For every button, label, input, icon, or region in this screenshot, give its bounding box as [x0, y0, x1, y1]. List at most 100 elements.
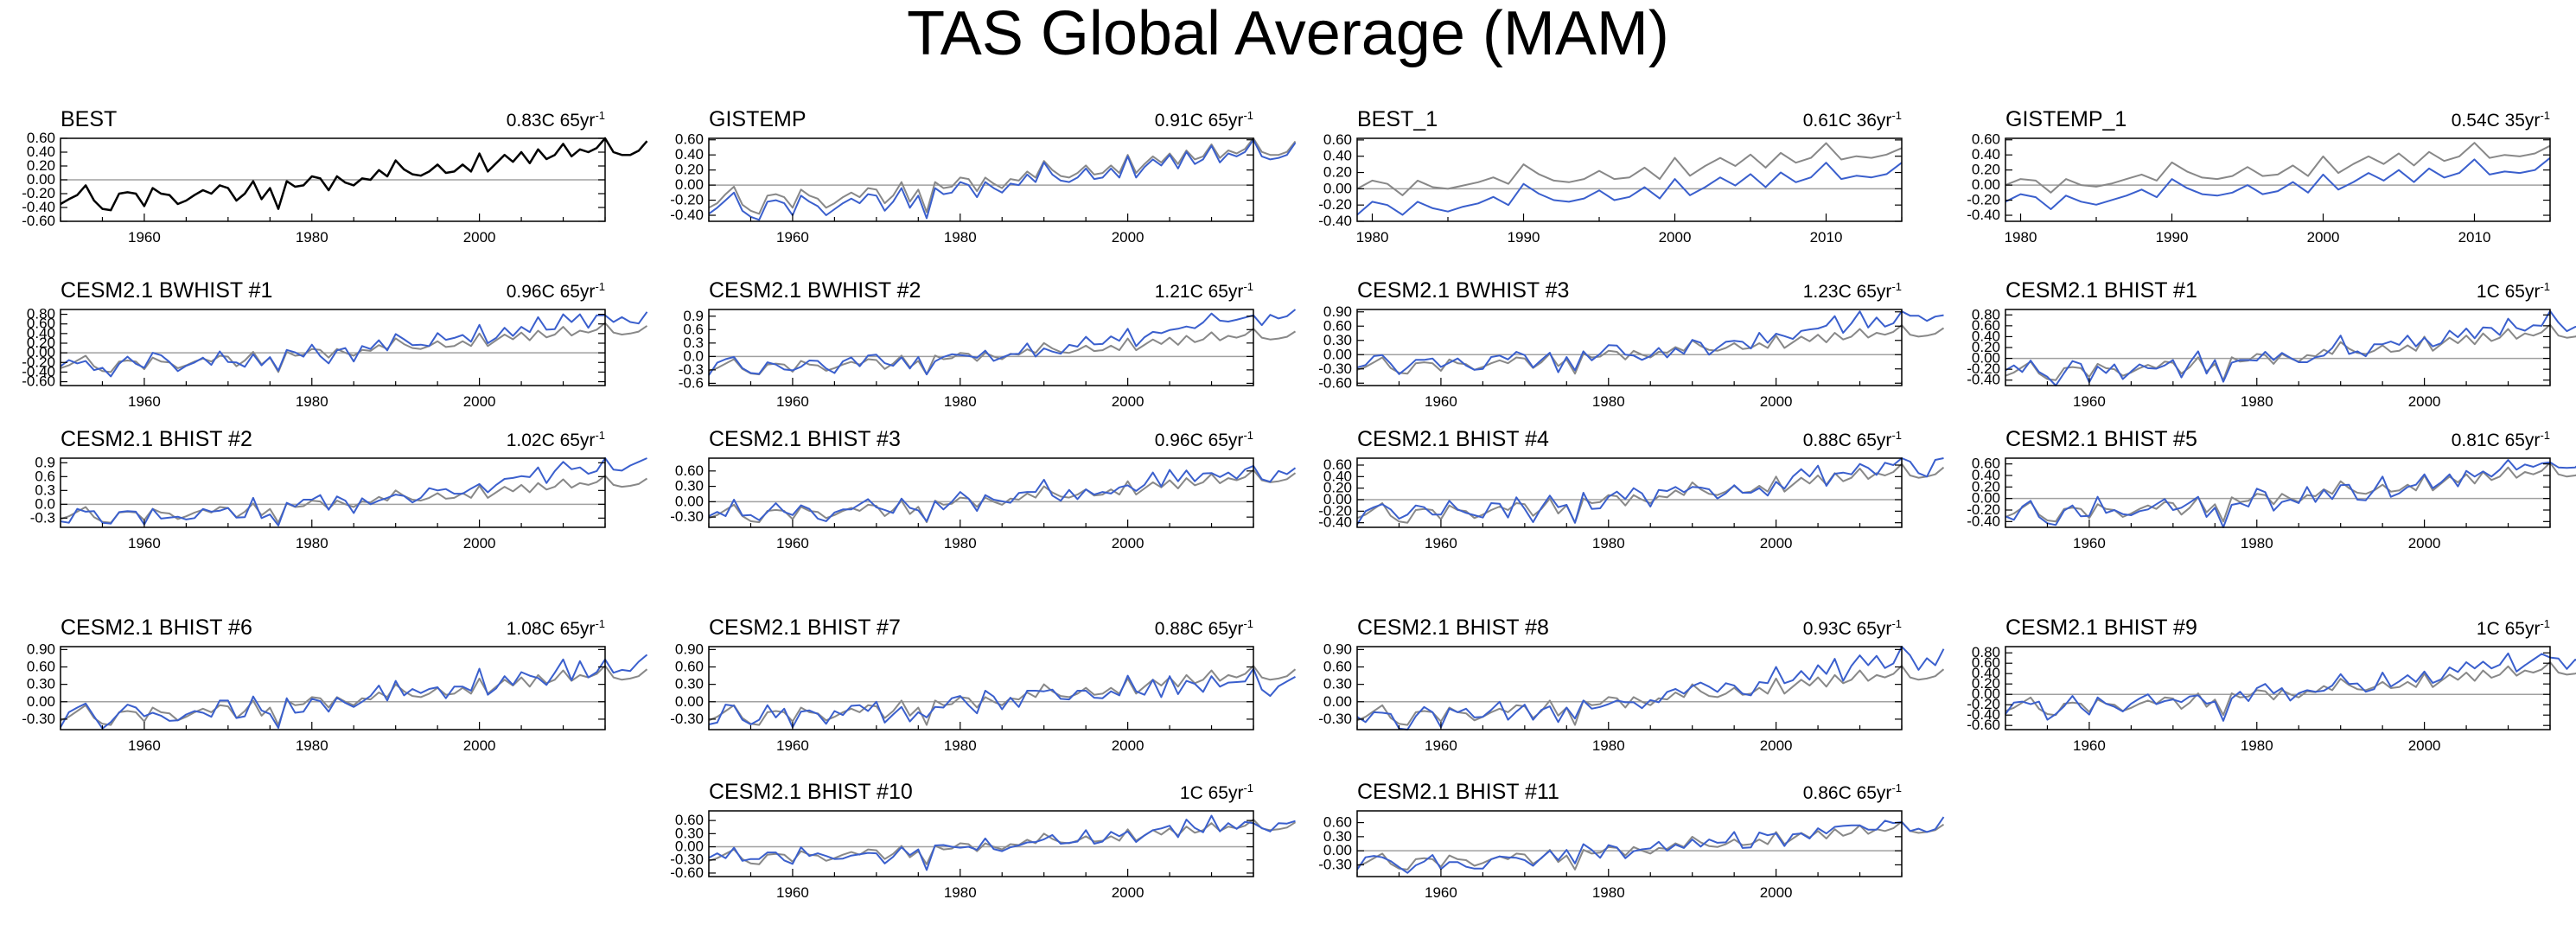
x-tick-label: 2000	[1760, 393, 1793, 410]
model-series-line	[708, 464, 1297, 522]
y-tick-label: 0.20	[1972, 162, 2000, 178]
panel-title: CESM2.1 BHIST #4	[1357, 427, 1549, 451]
y-tick-label: 0.00	[1972, 350, 2000, 367]
y-tick-label: -0.40	[1967, 706, 2000, 723]
x-tick-label: 1980	[944, 884, 977, 901]
line-chart: -0.300.000.300.60 1960 1980 2000	[1318, 810, 1945, 901]
x-tick-label: 2000	[2408, 535, 2441, 552]
y-tick-label: 0.3	[683, 335, 704, 351]
x-tick-label: 1960	[1425, 535, 1457, 552]
panel-trend-label: 0.83C 65yr-1	[507, 109, 605, 131]
y-tick-label: -0.60	[22, 373, 55, 390]
model-series-line	[708, 138, 1297, 221]
x-tick-label: 1960	[776, 229, 809, 246]
observation-series-line	[1356, 820, 1945, 871]
y-tick-label: -0.30	[1318, 711, 1352, 727]
model-series-line	[1356, 310, 1944, 375]
model-series-line	[2005, 652, 2576, 722]
x-tick-label: 1960	[1425, 737, 1457, 754]
observation-series-line	[708, 819, 1297, 865]
trend-value: 1C 65yr	[1179, 783, 1244, 803]
plot-frame	[1356, 137, 1903, 222]
line-chart: -0.300.000.300.60 1960 1980 2000	[670, 457, 1297, 552]
y-tick-label: 0.90	[675, 641, 704, 657]
y-tick-label: 0.60	[675, 812, 704, 828]
panel-trend-label: 0.93C 65yr-1	[1803, 617, 1902, 640]
trend-exponent: -1	[1891, 781, 1902, 794]
line-chart: -0.40-0.200.000.200.400.600.80 1960 1980 20…	[1967, 306, 2576, 410]
line-chart: -0.6-0.30.00.30.60.9 1960 1980 2000	[679, 308, 1297, 410]
x-tick-label: 1960	[2073, 393, 2106, 410]
y-tick-label: 0.60	[1972, 456, 2000, 472]
y-tick-label: 0.20	[27, 157, 55, 174]
x-tick-label: 1980	[1592, 737, 1625, 754]
panel-title: CESM2.1 BHIST #1	[2005, 278, 2197, 303]
observation-series-line	[1356, 462, 1945, 524]
trend-exponent: -1	[2540, 429, 2550, 442]
chart-panel: CESM2.1 BHIST #4 0.88C 65yr-1 -0.40 -0.20 0.…	[1297, 427, 1945, 565]
x-tick-label: 2000	[463, 393, 496, 410]
chart-panel: CESM2.1 BHIST #5 0.81C 65yr-1 -0.40 -0.20 0.…	[1945, 427, 2576, 565]
y-tick-label: 0.80	[1972, 644, 2000, 660]
model-series-line	[708, 814, 1296, 871]
trend-value: 1.23C 65yr	[1802, 282, 1892, 302]
observation-series-line	[60, 137, 648, 212]
trend-value: 0.91C 65yr	[1154, 111, 1244, 131]
trend-exponent: -1	[595, 617, 605, 630]
plot-frame	[708, 309, 1254, 386]
y-tick-label: 0.40	[1323, 148, 1352, 164]
trend-exponent: -1	[595, 109, 605, 122]
y-tick-label: -0.6	[679, 374, 704, 391]
x-tick-label: 2000	[463, 535, 496, 552]
y-tick-label: -0.40	[670, 207, 704, 223]
y-tick-label: 0.30	[27, 676, 55, 692]
trend-exponent: -1	[1243, 429, 1253, 442]
trend-exponent: -1	[2540, 109, 2550, 122]
x-tick-label: 1960	[776, 393, 809, 410]
panel-trend-label: 1.02C 65yr-1	[507, 429, 605, 451]
trend-exponent: -1	[1891, 617, 1902, 630]
y-tick-label: 0.00	[1972, 176, 2000, 193]
y-tick-label: 0.20	[1972, 675, 2000, 692]
main-title: TAS Global Average (MAM)	[907, 0, 1669, 68]
x-tick-label: 1980	[944, 229, 977, 246]
x-tick-label: 2000	[1112, 229, 1145, 246]
trend-value: 0.93C 65yr	[1802, 619, 1892, 639]
line-chart: -0.60-0.40-0.200.000.200.400.60 1960 1980 2…	[22, 130, 648, 246]
y-tick-label: 0.00	[27, 171, 55, 188]
y-tick-label: 0.80	[1972, 306, 2000, 322]
panel-trend-label: 1C 65yr-1	[1180, 781, 1253, 804]
x-tick-label: 1960	[128, 393, 161, 410]
model-series-line	[1356, 162, 1903, 216]
y-tick-label: 0.00	[1323, 693, 1352, 710]
y-tick-label: -0.40	[1967, 513, 2000, 529]
x-tick-label: 1980	[1592, 535, 1625, 552]
panel-trend-label: 0.86C 65yr-1	[1803, 781, 1902, 804]
x-tick-label: 2000	[1112, 884, 1145, 901]
y-tick-label: 0.00	[1972, 490, 2000, 507]
y-tick-label: -0.40	[1967, 372, 2000, 388]
chart-panel: CESM2.1 BHIST #1 1C 65yr-1 -0.40 -0.20 0.00 0…	[1945, 278, 2576, 417]
x-tick-label: 1980	[944, 535, 977, 552]
chart-panel: CESM2.1 BWHIST #2 1.21C 65yr-1 -0.6 -0.3 0.0…	[648, 278, 1297, 417]
y-tick-label: 0.00	[675, 693, 704, 710]
y-tick-label: -0.30	[670, 711, 704, 727]
y-tick-label: -0.40	[1967, 207, 2000, 223]
y-tick-label: 0.30	[675, 825, 704, 841]
x-tick-label: 1980	[944, 393, 977, 410]
x-tick-label: 2010	[1810, 229, 1843, 246]
y-tick-label: 0.40	[1972, 146, 2000, 163]
line-chart: -0.40-0.200.000.200.400.60 1980 1990 2000 20…	[1318, 131, 1903, 246]
plot-frame	[708, 457, 1254, 528]
y-tick-label: 0.60	[1323, 456, 1352, 473]
x-tick-label: 1980	[296, 393, 328, 410]
x-tick-label: 2000	[2307, 229, 2340, 246]
plot-frame	[60, 309, 606, 386]
x-tick-label: 1960	[2073, 737, 2106, 754]
y-tick-label: 0.30	[675, 676, 704, 692]
x-tick-label: 1980	[1356, 229, 1389, 246]
panel-title: CESM2.1 BHIST #9	[2005, 616, 2197, 640]
y-tick-label: 0.30	[1323, 828, 1352, 845]
y-tick-label: 0.60	[1323, 131, 1352, 148]
trend-value: 0.54C 35yr	[2451, 111, 2541, 131]
